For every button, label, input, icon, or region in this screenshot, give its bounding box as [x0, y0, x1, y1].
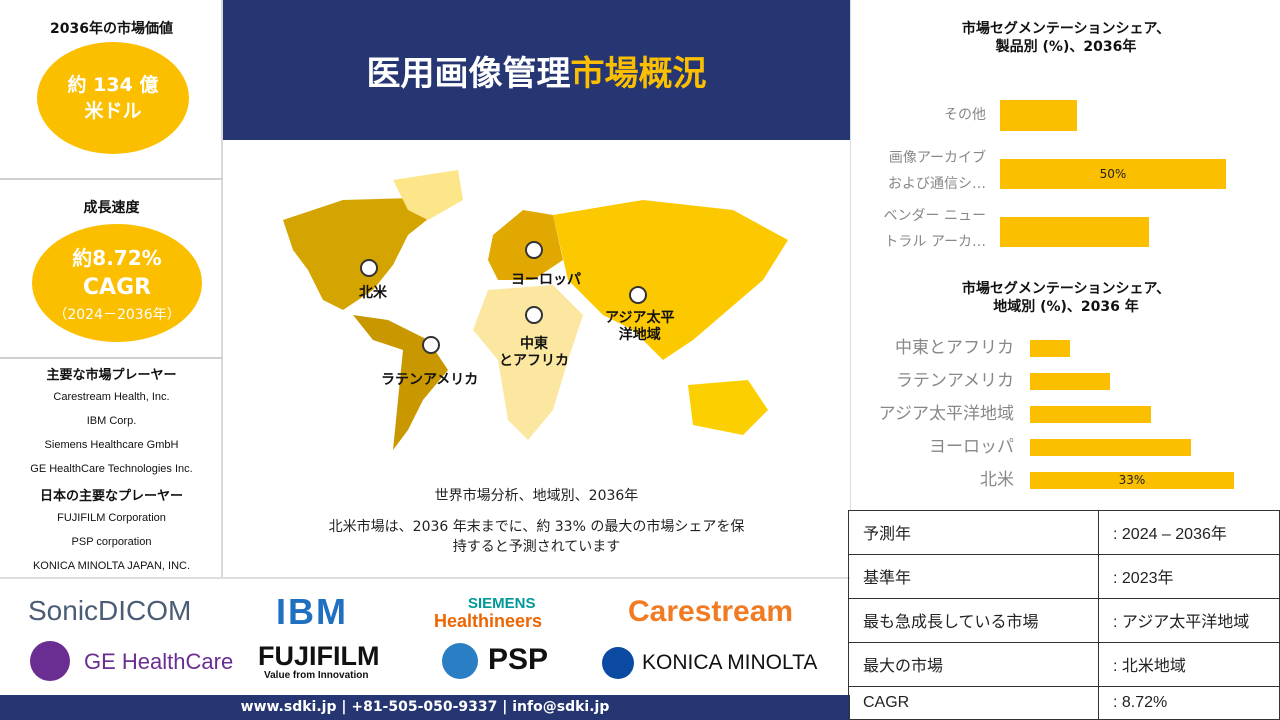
- logos-strip: SonicDICOM IBM SIEMENS Healthineers Care…: [0, 577, 850, 695]
- location-pin-icon: [422, 336, 440, 354]
- table-row: 最も急成長している市場: アジア太平洋地域: [848, 597, 1280, 643]
- divider: [0, 178, 223, 180]
- region-bar: [1030, 340, 1071, 357]
- players-list: 主要な市場プレーヤー Carestream Health, Inc. IBM C…: [0, 362, 223, 580]
- region-bar: [1030, 439, 1191, 456]
- product-bar: [1000, 100, 1077, 131]
- asia-region: [553, 200, 788, 360]
- region-category-label: ヨーロッパ: [929, 437, 1014, 457]
- region-bar: [1030, 406, 1151, 423]
- map-label-europe: ヨーロッパ: [511, 272, 581, 288]
- location-pin-icon: [360, 259, 378, 277]
- location-pin-icon: [525, 241, 543, 259]
- charts-panel: 市場セグメンテーションシェア、 製品別 (%)、2036年 その他画像アーカイブお…: [850, 0, 1280, 510]
- table-value: : 2024 – 2036年: [1098, 510, 1280, 555]
- siemens-logo: SIEMENS: [468, 595, 536, 612]
- product-chart-title: 市場セグメンテーションシェア、 製品別 (%)、2036年: [961, 21, 1171, 55]
- konica-minolta-icon: [602, 647, 634, 679]
- player-item: Carestream Health, Inc.: [53, 391, 170, 403]
- page-title: 医用画像管理 市場概況: [223, 0, 850, 140]
- market-value-unit: 米ドル: [84, 100, 142, 122]
- table-key: 最も急成長している市場: [848, 597, 1099, 643]
- market-value-title: 2036年の市場価値: [50, 21, 173, 37]
- region-bar: [1030, 373, 1111, 390]
- north-america-region: [283, 198, 433, 310]
- ibm-logo: IBM: [276, 591, 348, 632]
- world-map: 北米 ヨーロッパ アジア太平 洋地域 中東 とアフリカ ラテンアメリカ: [223, 140, 850, 577]
- table-key: 予測年: [848, 510, 1099, 555]
- region-category-label: 北米: [980, 470, 1014, 490]
- table-row: 基準年: 2023年: [848, 553, 1280, 599]
- growth-cagr: CAGR: [82, 275, 152, 300]
- europe-region: [488, 210, 563, 280]
- table-value: : 北米地域: [1098, 641, 1280, 687]
- players-title: 主要な市場プレーヤー: [46, 368, 177, 383]
- player-item: IBM Corp.: [86, 415, 137, 427]
- product-category-label: その他: [944, 107, 986, 123]
- middle-east-africa-region: [473, 285, 583, 440]
- map-note: 北米市場は、2036 年末までに、約 33% の最大の市場シェアを保 持すると予測…: [328, 519, 745, 555]
- table-key: CAGR: [848, 685, 1099, 720]
- healthineers-logo: Healthineers: [434, 611, 543, 631]
- growth-title: 成長速度: [83, 200, 140, 216]
- market-value-amount: 約 134 億: [67, 74, 159, 96]
- psp-logo: PSP: [488, 643, 549, 676]
- location-pin-icon: [525, 306, 543, 324]
- table-key: 基準年: [848, 553, 1099, 599]
- player-item: FUJIFILM Corporation: [57, 512, 166, 524]
- product-category-label: 画像アーカイブ および通信シ…: [888, 150, 986, 192]
- region-bar: 33%: [1030, 472, 1234, 489]
- player-item: Siemens Healthcare GmbH: [44, 439, 179, 451]
- fujifilm-logo: FUJIFILM: [258, 641, 380, 671]
- greenland-region: [393, 170, 463, 220]
- fujifilm-tagline: Value from Innovation: [264, 670, 369, 681]
- ge-monogram-icon: [30, 641, 70, 681]
- world-map-graphic: [283, 170, 788, 450]
- psp-circle-icon: [442, 643, 478, 679]
- ge-healthcare-logo: GE HealthCare: [84, 649, 234, 674]
- product-bar: 50%: [1000, 159, 1226, 189]
- carestream-logo: Carestream: [628, 595, 794, 628]
- market-value-badge: 約 134 億 米ドル: [37, 42, 189, 154]
- title-highlight: 市場概況: [570, 53, 707, 94]
- japan-players-title: 日本の主要なプレーヤー: [39, 489, 183, 504]
- table-value: : アジア太平洋地域: [1098, 597, 1280, 643]
- region-category-label: アジア太平洋地域: [878, 404, 1014, 424]
- map-label-north-america: 北米: [359, 285, 387, 301]
- divider: [0, 357, 223, 359]
- product-category-label: ベンダー ニュー トラル アーカ…: [883, 208, 986, 250]
- player-item: GE HealthCare Technologies Inc.: [30, 463, 193, 475]
- title-main: 医用画像管理: [366, 53, 571, 94]
- growth-period: （2024－2036年）: [53, 307, 181, 323]
- summary-table: 予測年: 2024 – 2036年 基準年: 2023年 最も急成長している市場: …: [848, 510, 1280, 720]
- region-chart-title: 市場セグメンテーションシェア、 地域別 (%)、2036 年: [961, 281, 1171, 315]
- location-pin-icon: [629, 286, 647, 304]
- map-label-apac: アジア太平 洋地域: [605, 310, 675, 343]
- table-row: 最大の市場: 北米地域: [848, 641, 1280, 687]
- map-label-latam: ラテンアメリカ: [381, 372, 479, 388]
- growth-badge: 約8.72% CAGR （2024－2036年）: [32, 224, 202, 342]
- product-bar: [1000, 217, 1150, 247]
- table-row: CAGR: 8.72%: [848, 685, 1280, 720]
- table-value: : 8.72%: [1098, 685, 1280, 720]
- table-value: : 2023年: [1098, 553, 1280, 599]
- player-item: KONICA MINOLTA JAPAN, INC.: [32, 560, 191, 572]
- table-key: 最大の市場: [848, 641, 1099, 687]
- player-item: PSP corporation: [71, 536, 152, 548]
- oceania-region: [688, 380, 768, 435]
- region-category-label: 中東とアフリカ: [895, 338, 1014, 358]
- map-label-mea: 中東 とアフリカ: [499, 336, 569, 369]
- footer-contact: www.sdki.jp | +81-505-050-9337 | info@sd…: [0, 695, 850, 720]
- left-panel: 2036年の市場価値 約 134 億 米ドル 成長速度 約8.72% CAGR …: [0, 0, 223, 577]
- table-row: 予測年: 2024 – 2036年: [848, 510, 1280, 555]
- konica-minolta-logo: KONICA MINOLTA: [642, 651, 818, 674]
- map-caption: 世界市場分析、地域別、2036年: [434, 488, 639, 504]
- region-category-label: ラテンアメリカ: [895, 371, 1014, 391]
- sonicdicom-logo: SonicDICOM: [28, 595, 192, 626]
- growth-rate: 約8.72%: [72, 246, 162, 270]
